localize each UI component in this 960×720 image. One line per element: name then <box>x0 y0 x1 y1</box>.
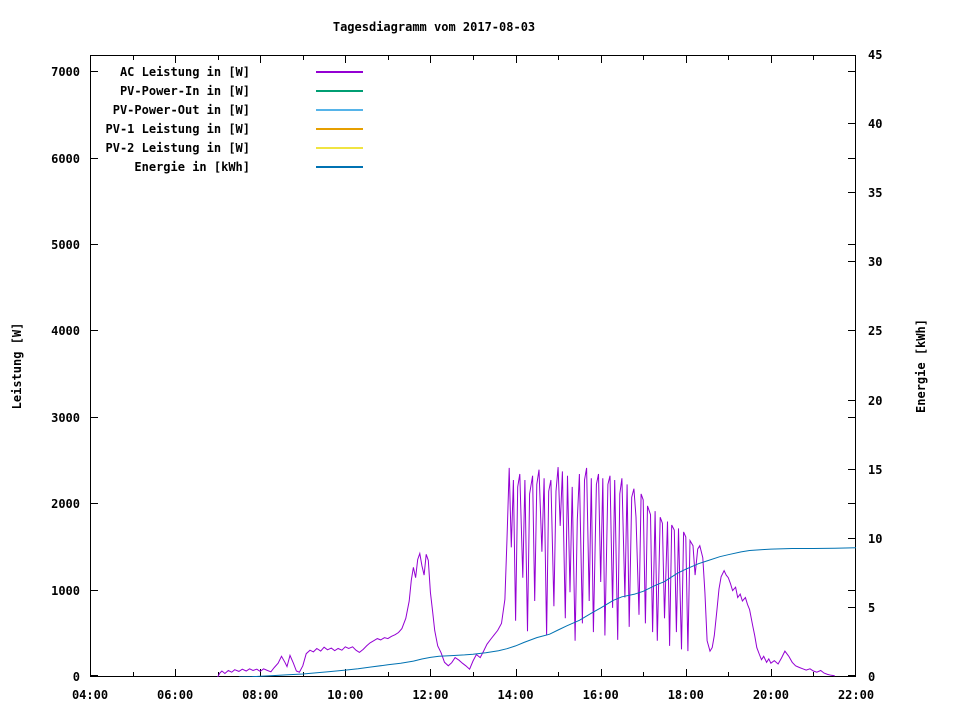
legend-label-pv-2-leistung-in-w: PV-2 Leistung in [W] <box>105 140 251 155</box>
legend-label-pv-power-in-in-w: PV-Power-In in [W] <box>119 83 250 98</box>
legend-line-swatch-pv-power-in-in-w <box>316 89 363 92</box>
y2-tick-label: 5 <box>868 600 876 615</box>
legend-label-pv-1-leistung-in-w: PV-1 Leistung in [W] <box>105 121 251 136</box>
y2-tick-label: 30 <box>868 255 883 270</box>
y1-tick-label: 5000 <box>51 238 80 253</box>
x-tick-label: 12:00 <box>412 688 449 702</box>
legend-label-energie-in-kwh: Energie in [kWh] <box>134 159 250 174</box>
y2-tick-label: 20 <box>868 393 883 408</box>
chart-title: Tagesdiagramm vom 2017-08-03 <box>332 20 536 34</box>
y2-tick-label: 15 <box>868 462 883 477</box>
legend-row-ac-leistung-in-w: AC Leistung in [W] <box>85 62 363 81</box>
x-tick-label: 04:00 <box>71 688 109 702</box>
y1-axis-label: Leistung [W] <box>10 322 24 410</box>
y2-tick-label: 0 <box>868 670 876 684</box>
y2-axis-label: Energie [kWh] <box>914 319 928 413</box>
legend-label-ac-leistung-in-w: AC Leistung in [W] <box>119 64 250 79</box>
legend-row-pv-2-leistung-in-w: PV-2 Leistung in [W] <box>85 138 363 157</box>
y1-tick-label: 2000 <box>51 497 80 512</box>
y1-tick-label: 0 <box>72 670 80 684</box>
series-line-energie-in-kwh <box>238 547 856 677</box>
x-tick-label: 20:00 <box>752 688 789 702</box>
series-line-ac-leistung-in-w <box>217 467 835 677</box>
x-tick-label: 14:00 <box>497 688 534 702</box>
legend-row-energie-in-kwh: Energie in [kWh] <box>85 157 363 176</box>
plot-border <box>90 55 856 677</box>
x-tick-label: 18:00 <box>667 688 704 702</box>
y1-tick-label: 3000 <box>51 410 80 425</box>
y1-tick-label: 4000 <box>51 324 80 339</box>
x-tick-label: 16:00 <box>582 688 619 702</box>
y1-tick-label: 6000 <box>51 151 80 166</box>
legend-row-pv-1-leistung-in-w: PV-1 Leistung in [W] <box>85 119 363 138</box>
y2-tick-label: 40 <box>868 117 883 132</box>
y1-tick-label: 7000 <box>51 65 80 80</box>
x-tick-label: 10:00 <box>327 688 364 702</box>
legend-line-swatch-pv-power-out-in-w <box>316 108 363 111</box>
legend-line-swatch-pv-1-leistung-in-w <box>316 127 363 130</box>
x-axis-ticks <box>90 56 814 676</box>
legend-line-swatch-ac-leistung-in-w <box>316 70 363 73</box>
legend-line-swatch-pv-2-leistung-in-w <box>316 146 363 149</box>
y2-axis-ticks <box>848 123 855 676</box>
legend-row-pv-power-in-in-w: PV-Power-In in [W] <box>85 81 363 100</box>
legend-label-pv-power-out-in-w: PV-Power-Out in [W] <box>112 102 250 117</box>
legend: AC Leistung in [W] PV-Power-In in [W] PV-P… <box>85 62 363 176</box>
y2-tick-label: 25 <box>868 324 883 339</box>
legend-row-pv-power-out-in-w: PV-Power-Out in [W] <box>85 100 363 119</box>
x-tick-label: 06:00 <box>157 688 194 702</box>
legend-line-swatch-energie-in-kwh <box>316 165 363 168</box>
x-tick-label: 08:00 <box>242 688 279 702</box>
y1-tick-label: 1000 <box>51 583 80 598</box>
y2-tick-label: 45 <box>868 48 883 62</box>
y2-tick-label: 35 <box>868 186 883 201</box>
y2-tick-label: 10 <box>868 531 883 546</box>
x-tick-label: 22:00 <box>837 688 875 702</box>
plot-area <box>90 55 856 677</box>
